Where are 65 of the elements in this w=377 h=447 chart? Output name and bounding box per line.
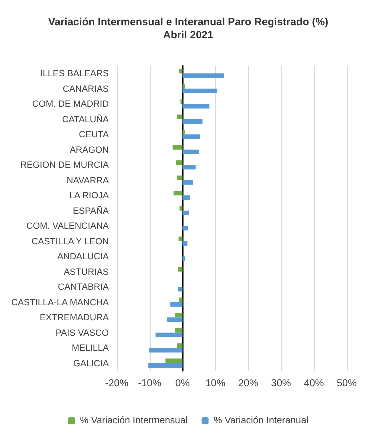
y-tick-label: EXTREMADURA bbox=[40, 312, 110, 323]
x-tick-label: 20% bbox=[238, 378, 259, 390]
bar bbox=[182, 130, 186, 135]
bar bbox=[177, 176, 183, 180]
bar bbox=[148, 363, 183, 368]
bar bbox=[179, 69, 183, 74]
y-tick-label: COM. DE MADRID bbox=[32, 99, 110, 110]
bar bbox=[176, 313, 183, 318]
bar bbox=[174, 191, 183, 196]
bar bbox=[177, 114, 183, 120]
x-tick-label: 0% bbox=[176, 378, 190, 390]
bar bbox=[166, 318, 183, 322]
bar bbox=[182, 119, 203, 124]
y-tick-label: ILLES BALEARS bbox=[40, 68, 110, 79]
y-tick-label: REGION DE MURCIA bbox=[20, 160, 110, 170]
y-tick-label: MELILLA bbox=[72, 343, 110, 354]
bar bbox=[182, 74, 224, 78]
bar bbox=[182, 226, 188, 231]
bar bbox=[176, 160, 183, 166]
bar bbox=[182, 134, 200, 140]
bar bbox=[182, 150, 200, 154]
y-tick-label: ANDALUCIA bbox=[58, 252, 110, 262]
y-tick-label: CANARIAS bbox=[63, 84, 110, 94]
y-tick-label: CATALUÑA bbox=[62, 114, 110, 124]
bar bbox=[182, 104, 210, 109]
y-tick-label: CANTABRIA bbox=[58, 282, 110, 292]
y-tick-label: CEUTA bbox=[79, 130, 110, 140]
bar bbox=[182, 180, 194, 185]
bar bbox=[178, 287, 183, 292]
bar bbox=[182, 241, 188, 246]
bar bbox=[182, 256, 186, 262]
bar bbox=[166, 358, 183, 364]
bar bbox=[178, 267, 183, 272]
y-tick-label: LA RIOJA bbox=[70, 190, 110, 201]
bar bbox=[182, 165, 196, 170]
x-tick-label: 50% bbox=[336, 378, 358, 390]
y-tick-label: NAVARRA bbox=[66, 175, 110, 186]
bar bbox=[176, 328, 183, 333]
chart-title: Variación Intermensual e Interanual Paro Registrado (%) bbox=[48, 16, 329, 28]
bar bbox=[149, 348, 183, 353]
bar bbox=[172, 145, 183, 150]
y-tick-label: GALICIA bbox=[74, 358, 110, 368]
y-tick-label: CASTILLA-LA MANCHA bbox=[11, 297, 110, 308]
y-tick-label: ASTURIAS bbox=[64, 266, 110, 277]
x-tick-label: 40% bbox=[304, 378, 324, 390]
bar bbox=[182, 84, 186, 89]
legend-label: % Variación Interanual bbox=[214, 416, 309, 426]
x-tick-label: -20% bbox=[105, 378, 129, 390]
y-tick-label: CASTILLA Y LEON bbox=[32, 236, 110, 246]
bar bbox=[177, 344, 183, 348]
chart-subtitle: Abril 2021 bbox=[163, 30, 214, 42]
y-tick-label: PAIS VASCO bbox=[56, 328, 110, 338]
x-tick-label: -10% bbox=[138, 378, 162, 390]
y-tick-label: ESPAÑA bbox=[73, 206, 110, 216]
y-tick-label: ARAGON bbox=[70, 144, 110, 155]
y-tick-label: COM. VALENCIANA bbox=[26, 221, 110, 232]
bar bbox=[182, 210, 190, 216]
bar bbox=[156, 332, 183, 338]
bar bbox=[179, 298, 183, 302]
bar bbox=[182, 196, 190, 200]
bar bbox=[170, 302, 183, 307]
x-tick-label: 30% bbox=[271, 378, 292, 390]
bar bbox=[182, 88, 218, 94]
x-tick-label: 10% bbox=[206, 378, 226, 390]
legend-label: % Variación Intermensual bbox=[80, 416, 188, 426]
